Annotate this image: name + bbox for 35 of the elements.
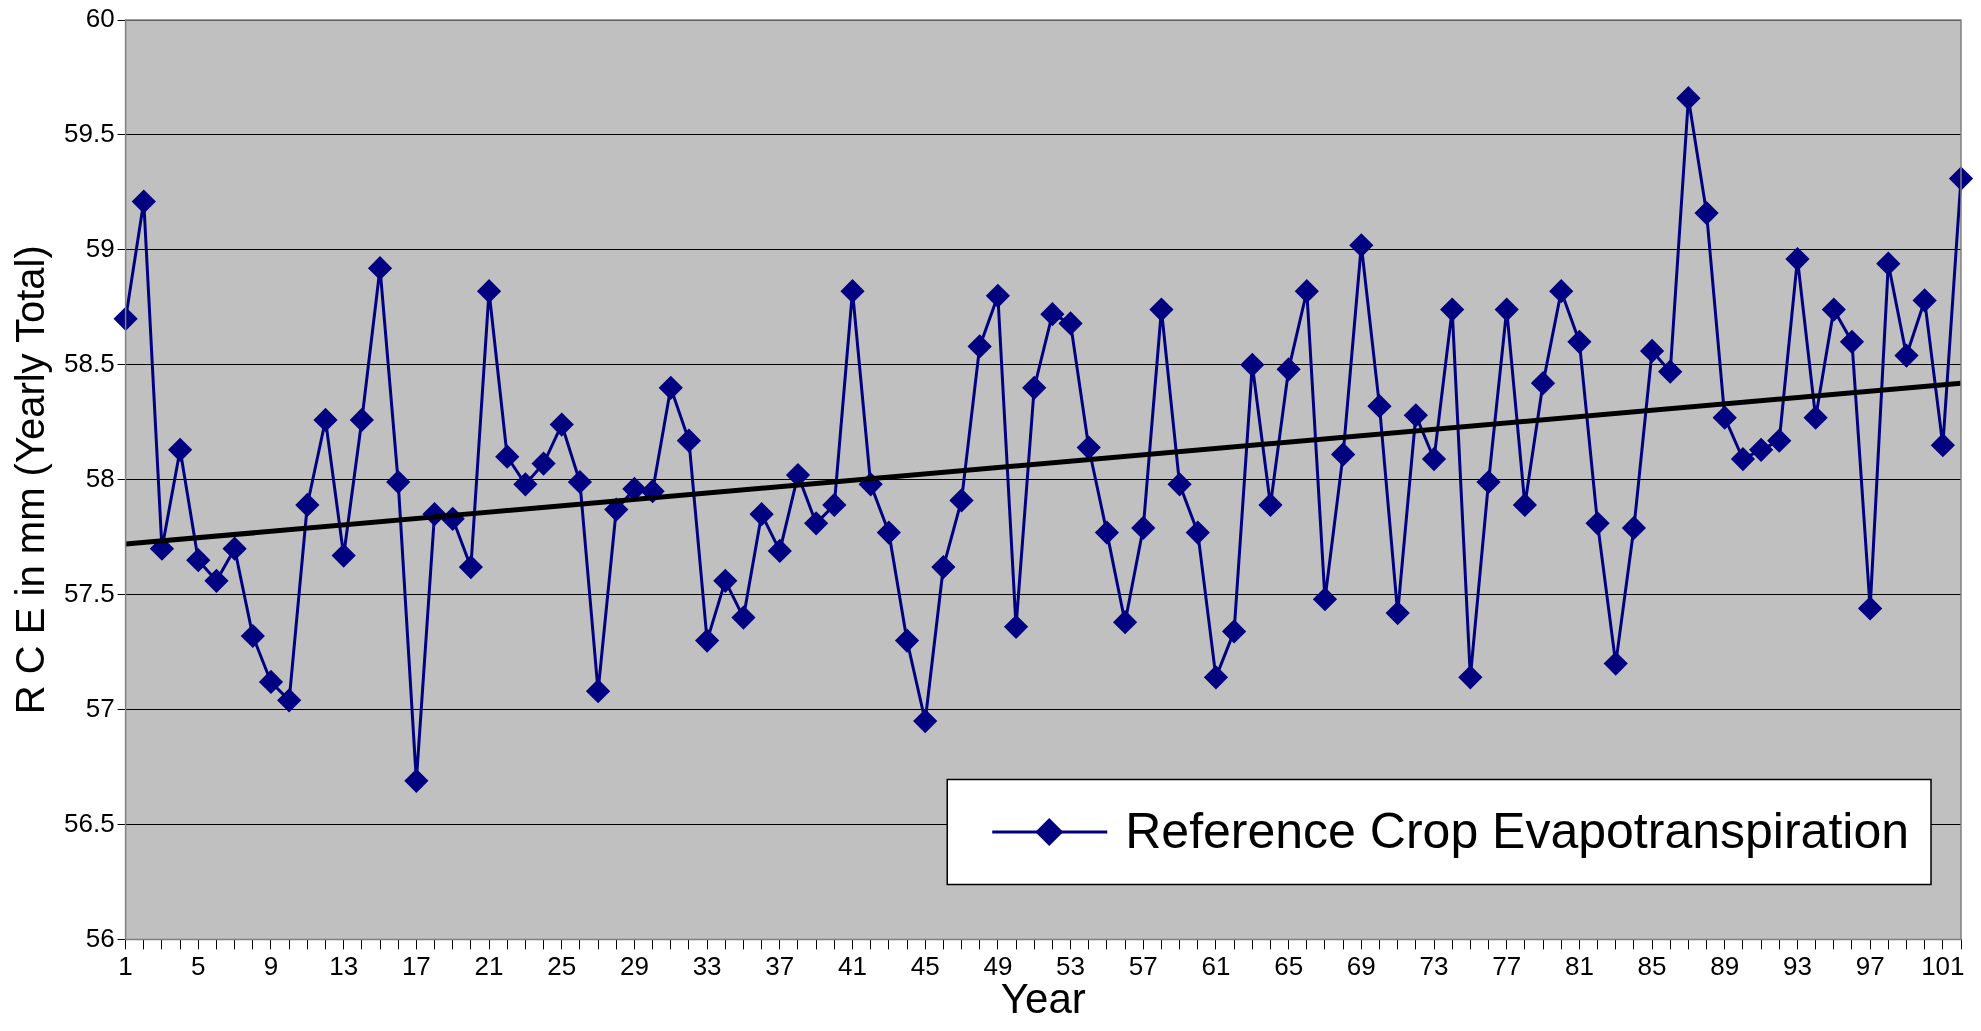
y-tick-label: 56.5 xyxy=(63,807,115,838)
x-tick-label: 1 xyxy=(118,951,133,982)
x-tick-label: 37 xyxy=(765,951,795,982)
x-tick-label: 33 xyxy=(692,951,722,982)
x-tick-label: 45 xyxy=(910,951,940,982)
x-tick-label: 13 xyxy=(329,951,359,982)
y-tick-label: 57 xyxy=(85,692,115,723)
y-tick-label: 58 xyxy=(85,462,115,493)
x-tick-label: 85 xyxy=(1637,951,1667,982)
x-tick-label: 61 xyxy=(1201,951,1231,982)
x-tick-label: 77 xyxy=(1492,951,1522,982)
y-tick-label: 59 xyxy=(85,233,115,264)
x-tick-label: 25 xyxy=(547,951,577,982)
x-tick-label: 73 xyxy=(1419,951,1449,982)
y-tick-label: 57.5 xyxy=(63,577,115,608)
y-tick-label: 59.5 xyxy=(63,118,115,149)
y-axis-title: R C E in mm (Yearly Total) xyxy=(8,245,53,715)
x-tick-label: 89 xyxy=(1710,951,1740,982)
y-tick-label: 56 xyxy=(85,922,115,953)
x-tick-label: 65 xyxy=(1274,951,1304,982)
x-tick-label: 41 xyxy=(838,951,867,982)
x-tick-label: 5 xyxy=(191,951,206,982)
x-tick-label: 17 xyxy=(401,951,431,982)
x-tick-label: 57 xyxy=(1128,951,1158,982)
y-tick-label: 58.5 xyxy=(63,347,115,378)
x-tick-label: 9 xyxy=(263,951,279,982)
x-tick-label: 29 xyxy=(619,951,649,982)
x-tick-label: 21 xyxy=(474,951,504,982)
x-tick-label: 97 xyxy=(1855,951,1885,982)
y-tick-label: 60 xyxy=(85,3,115,34)
x-tick-label: 81 xyxy=(1564,951,1594,982)
x-tick-label: 101 xyxy=(1921,951,1965,982)
legend-label: Reference Crop Evapotranspiration xyxy=(1125,802,1909,859)
x-tick-label: 93 xyxy=(1782,951,1812,982)
x-tick-label: 69 xyxy=(1346,951,1376,982)
